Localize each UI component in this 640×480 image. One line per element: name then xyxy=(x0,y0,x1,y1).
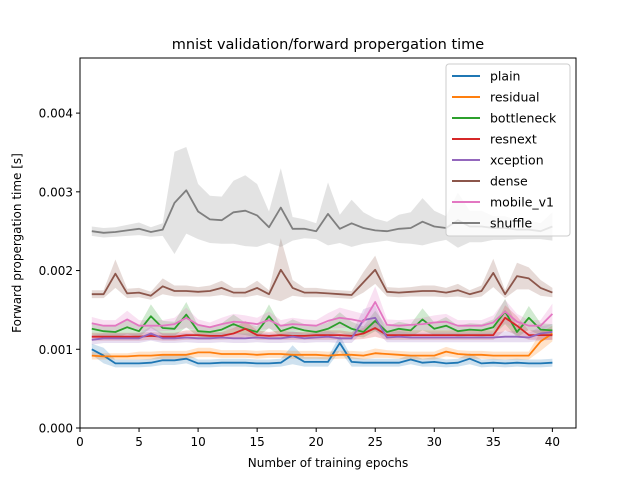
y-tick-label: 0.000 xyxy=(39,422,73,436)
series-line-xception xyxy=(91,316,553,341)
band-residual xyxy=(91,325,553,360)
x-tick-label: 20 xyxy=(309,435,324,449)
x-tick-label: 35 xyxy=(486,435,501,449)
y-axis: 0.000 0.001 0.002 0.003 0.004 xyxy=(39,107,80,436)
legend-label-shuffle: shuffle xyxy=(490,216,532,231)
x-tick-label: 25 xyxy=(368,435,383,449)
series-line-residual xyxy=(91,332,553,358)
legend-label-xception: xception xyxy=(490,153,544,168)
x-tick-label: 5 xyxy=(135,435,143,449)
plot-area-frame xyxy=(79,57,577,429)
series-line-resnext xyxy=(91,316,553,338)
y-tick-label: 0.004 xyxy=(39,107,73,121)
x-tick-label: 30 xyxy=(427,435,442,449)
band-mobile_v1 xyxy=(91,286,553,332)
legend-label-mobile_v1: mobile_v1 xyxy=(490,195,554,210)
legend-box xyxy=(445,63,571,237)
y-axis-label: Forward propergation time [s] xyxy=(10,153,24,333)
x-tick-label: 0 xyxy=(76,435,84,449)
x-tick-label: 40 xyxy=(545,435,560,449)
y-tick-label: 0.001 xyxy=(39,343,73,357)
legend-label-resnext: resnext xyxy=(490,132,537,147)
series-line-dense xyxy=(91,268,553,297)
band-plain xyxy=(91,335,553,368)
band-dense xyxy=(91,238,553,302)
x-axis-label: Number of training epochs xyxy=(248,456,409,470)
legend-label-plain: plain xyxy=(490,69,520,84)
series-line-bottleneck xyxy=(91,310,553,333)
x-axis: 0 5 10 15 20 25 30 35 40 xyxy=(76,428,560,449)
legend: plain residual bottleneck resnext xception de… xyxy=(445,63,571,237)
series-line-plain xyxy=(91,342,553,365)
x-tick-label: 15 xyxy=(250,435,265,449)
x-tick-label: 10 xyxy=(190,435,205,449)
legend-label-bottleneck: bottleneck xyxy=(490,111,557,126)
legend-label-dense: dense xyxy=(490,174,528,189)
series-line-mobile_v1 xyxy=(91,301,554,329)
y-tick-label: 0.003 xyxy=(39,185,73,199)
legend-label-residual: residual xyxy=(490,90,540,105)
chart-title: mnist validation/forward propergation ti… xyxy=(172,37,485,53)
y-tick-label: 0.002 xyxy=(39,264,73,278)
